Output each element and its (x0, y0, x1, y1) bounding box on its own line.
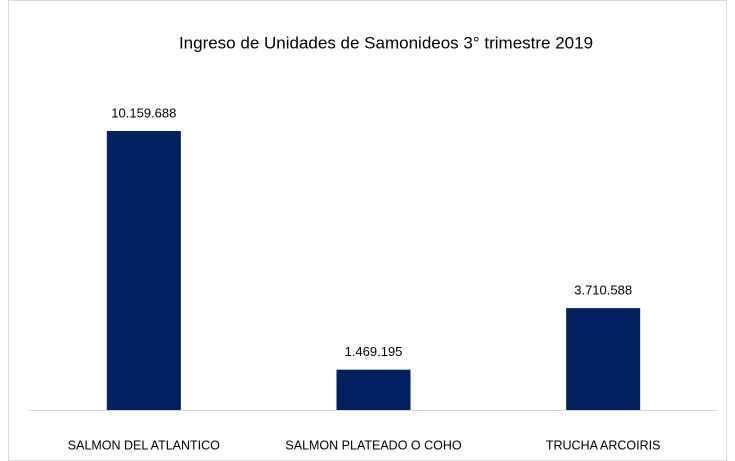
bar (106, 131, 181, 410)
x-tick-label: SALMON PLATEADO O COHO (285, 438, 461, 452)
x-tick-label: TRUCHA ARCOIRIS (546, 438, 661, 452)
bar (566, 308, 641, 410)
data-label: 1.469.195 (345, 344, 403, 359)
bar (336, 369, 411, 410)
data-label: 10.159.688 (111, 105, 176, 120)
chart-title: Ingreso de Unidades de Samonideos 3° tri… (179, 33, 593, 52)
data-label: 3.710.588 (574, 283, 632, 298)
x-tick-label: SALMON DEL ATLANTICO (68, 438, 220, 452)
